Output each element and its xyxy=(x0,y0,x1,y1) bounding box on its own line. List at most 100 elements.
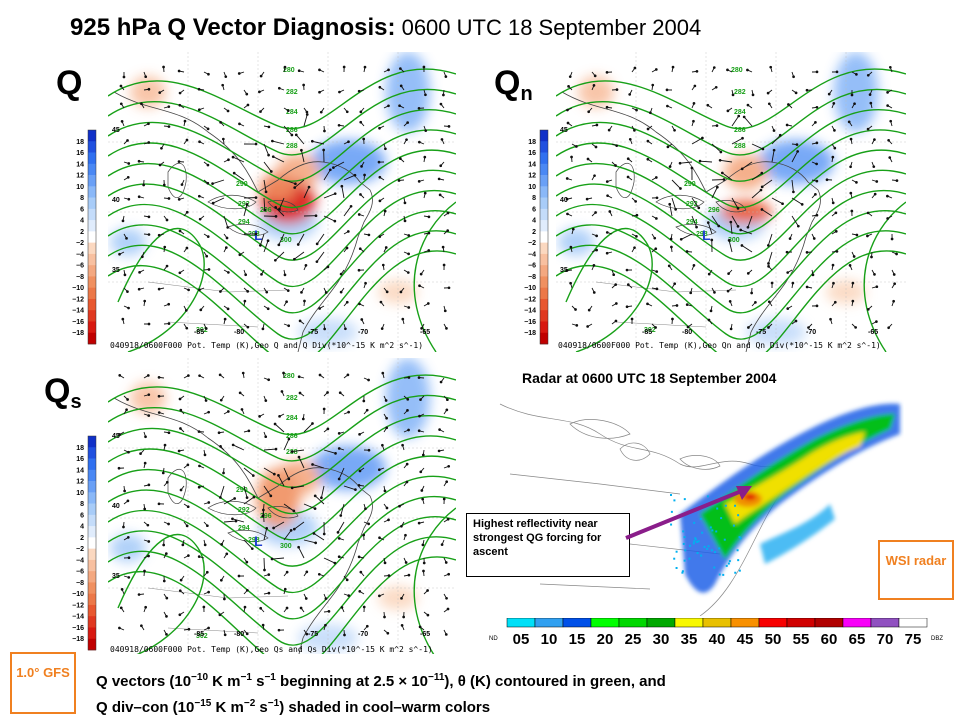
q-vector-head xyxy=(406,271,410,274)
q-vector-head xyxy=(322,532,326,536)
q-vector-head xyxy=(293,186,297,189)
scale-label: 10 xyxy=(541,631,558,648)
colorbar-swatch xyxy=(88,220,96,232)
q-vector xyxy=(275,251,285,261)
q-vector-head xyxy=(720,171,724,175)
q-vector-head xyxy=(421,543,425,547)
colorbar-label: 6 xyxy=(80,512,84,519)
colorbar-label: −18 xyxy=(524,330,536,337)
q-vector-head xyxy=(286,289,290,293)
map-qs: 280282284286288290292294296298300302L454… xyxy=(108,358,456,654)
q-vector xyxy=(341,186,345,199)
q-vector-head xyxy=(259,606,263,610)
convergence-area xyxy=(558,228,594,256)
colorbar-label: −14 xyxy=(524,308,536,315)
q-vector-head xyxy=(387,104,390,108)
q-vector-head xyxy=(569,245,573,249)
q-vector-head xyxy=(651,83,655,87)
q-vector-head xyxy=(418,414,421,418)
scale-dbz-label: DBZ xyxy=(931,636,943,642)
theta-contour xyxy=(413,201,456,352)
q-vector-head xyxy=(417,180,421,183)
q-vector xyxy=(243,485,248,498)
q-vector xyxy=(263,485,272,497)
q-vector xyxy=(741,161,753,170)
q-vector-head xyxy=(736,207,740,210)
reflectivity-callout: Highest reflectivity near strongest QG f… xyxy=(466,513,630,577)
q-vector-head xyxy=(404,533,407,537)
q-vector xyxy=(731,115,740,127)
q-vector-head xyxy=(254,142,258,146)
q-vector-head xyxy=(706,103,710,107)
colorbar-frame xyxy=(87,129,97,345)
q-vector-head xyxy=(283,65,287,69)
q-vector-head xyxy=(127,576,131,579)
q-vector-head xyxy=(254,232,258,236)
q-vector-head xyxy=(626,175,630,179)
q-vector-head xyxy=(402,615,406,619)
q-vector-head xyxy=(220,543,223,546)
q-vector-head xyxy=(160,146,163,150)
q-vector-head xyxy=(692,102,696,105)
q-vector-head xyxy=(127,162,131,165)
q-vector-head xyxy=(585,197,589,201)
echo-speckle xyxy=(716,507,719,510)
q-vector-head xyxy=(570,155,573,159)
q-vector xyxy=(343,485,356,491)
q-vector-head xyxy=(147,393,151,397)
q-vector-head xyxy=(345,246,349,250)
q-vector-head xyxy=(615,88,619,91)
q-vector xyxy=(303,186,310,199)
echo-speckle xyxy=(682,530,685,533)
q-vector-head xyxy=(403,201,407,205)
q-vector-head xyxy=(274,215,278,218)
q-vector-head xyxy=(263,208,267,212)
q-vector-head xyxy=(378,536,381,540)
colorbar-label: −2 xyxy=(76,546,84,553)
q-vector-head xyxy=(438,193,442,197)
echo-extreme xyxy=(744,494,756,500)
panel-label-q: Q xyxy=(56,64,83,102)
colorbar-swatch xyxy=(88,276,96,288)
echo-speckle xyxy=(722,573,725,576)
colorbar-label: 8 xyxy=(80,195,84,202)
q-vector-head xyxy=(710,238,714,242)
q-vector-head xyxy=(140,624,143,628)
colorbar-swatch xyxy=(88,503,96,516)
q-vector-head xyxy=(443,309,447,313)
isotherm-label: 302 xyxy=(196,633,208,640)
q-vector-head xyxy=(605,251,609,255)
q-vector xyxy=(761,209,773,217)
q-vector-head xyxy=(886,194,889,198)
q-vector-head xyxy=(866,211,870,215)
echo-speckle xyxy=(728,560,731,563)
q-vector-head xyxy=(224,246,228,249)
colorbar-swatch xyxy=(88,514,96,527)
scale-swatch xyxy=(870,618,900,628)
q-vector-head xyxy=(137,287,141,291)
q-vector-head xyxy=(198,288,201,292)
q-vector-head xyxy=(418,140,421,144)
q-vector xyxy=(691,137,703,145)
q-vector-head xyxy=(245,496,249,499)
q-vector xyxy=(791,179,794,192)
q-vector-head xyxy=(318,90,321,94)
q-vector-head xyxy=(337,555,341,559)
echo-speckle xyxy=(701,531,704,534)
echo-speckle xyxy=(720,517,723,520)
colorbar-swatch xyxy=(88,298,96,311)
q-vector-head xyxy=(378,175,382,179)
q-vector-head xyxy=(206,127,210,131)
q-vector-head xyxy=(167,522,170,526)
q-vector xyxy=(259,233,265,246)
colorbar-label: −8 xyxy=(528,274,536,281)
q-vector xyxy=(747,215,753,228)
q-vector xyxy=(243,539,253,549)
q-vector-head xyxy=(378,235,382,238)
q-vector-head xyxy=(424,93,427,97)
q-vector-head xyxy=(805,251,809,254)
q-vector-head xyxy=(740,167,744,171)
q-vector xyxy=(316,251,325,262)
q-vector-head xyxy=(337,432,341,435)
q-vector-head xyxy=(832,281,835,285)
